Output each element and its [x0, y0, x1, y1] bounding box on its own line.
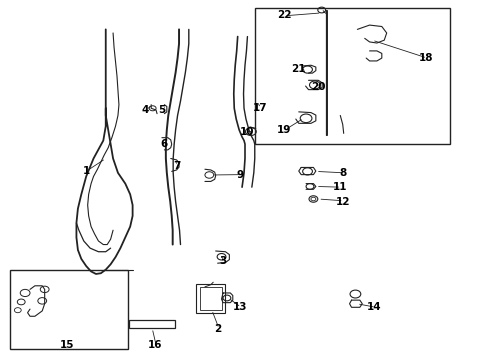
Text: 22: 22 — [277, 10, 292, 20]
Bar — [255, 8, 450, 144]
Text: 14: 14 — [367, 302, 382, 312]
Text: 6: 6 — [161, 139, 168, 149]
Text: 1: 1 — [83, 166, 90, 176]
Text: 17: 17 — [252, 103, 267, 113]
Bar — [10, 270, 128, 348]
Text: 3: 3 — [220, 256, 227, 266]
Text: 7: 7 — [173, 161, 180, 171]
Text: 9: 9 — [237, 170, 244, 180]
Bar — [200, 287, 221, 310]
Text: 20: 20 — [311, 82, 325, 92]
Text: 15: 15 — [59, 340, 74, 350]
Text: 18: 18 — [418, 53, 433, 63]
Text: 4: 4 — [141, 105, 148, 115]
Text: 16: 16 — [147, 340, 162, 350]
Text: 10: 10 — [240, 127, 255, 136]
Text: 11: 11 — [333, 182, 347, 192]
Text: 21: 21 — [292, 64, 306, 74]
Text: 12: 12 — [336, 197, 350, 207]
Text: 2: 2 — [215, 324, 222, 334]
Bar — [196, 284, 225, 313]
Text: 13: 13 — [233, 302, 247, 312]
Bar — [129, 320, 175, 328]
Text: 8: 8 — [339, 168, 346, 178]
Text: 5: 5 — [158, 105, 166, 115]
Text: 19: 19 — [277, 125, 291, 135]
